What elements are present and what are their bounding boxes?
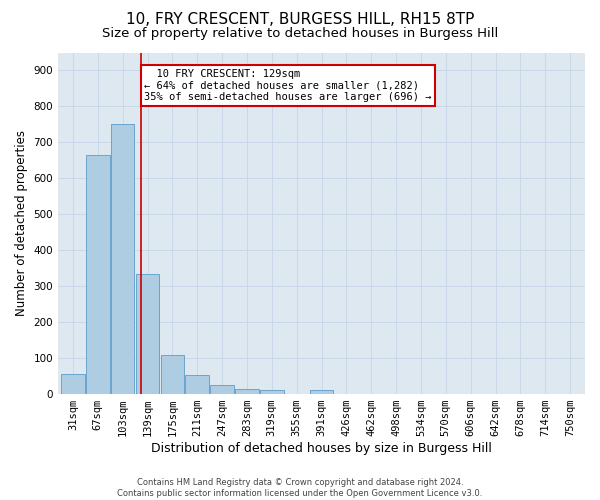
Bar: [260, 390, 284, 394]
Text: Contains HM Land Registry data © Crown copyright and database right 2024.
Contai: Contains HM Land Registry data © Crown c…: [118, 478, 482, 498]
Bar: [210, 385, 234, 394]
Bar: [310, 390, 334, 394]
Bar: [111, 124, 134, 394]
Bar: [235, 388, 259, 394]
Bar: [185, 376, 209, 394]
Bar: [61, 374, 85, 394]
Y-axis label: Number of detached properties: Number of detached properties: [15, 130, 28, 316]
Bar: [161, 356, 184, 394]
X-axis label: Distribution of detached houses by size in Burgess Hill: Distribution of detached houses by size …: [151, 442, 492, 455]
Text: 10, FRY CRESCENT, BURGESS HILL, RH15 8TP: 10, FRY CRESCENT, BURGESS HILL, RH15 8TP: [126, 12, 474, 28]
Bar: [86, 155, 110, 394]
Text: 10 FRY CRESCENT: 129sqm
← 64% of detached houses are smaller (1,282)
35% of semi: 10 FRY CRESCENT: 129sqm ← 64% of detache…: [144, 68, 432, 102]
Bar: [136, 274, 160, 394]
Text: Size of property relative to detached houses in Burgess Hill: Size of property relative to detached ho…: [102, 28, 498, 40]
